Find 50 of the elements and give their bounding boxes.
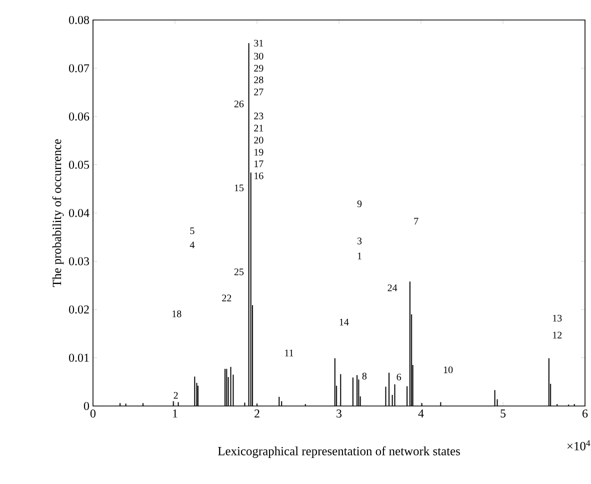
x-axis-title: Lexicographical representation of network states — [218, 446, 460, 458]
annotation: 16 — [254, 172, 264, 180]
annotation: 12 — [553, 332, 562, 338]
annotation: 10 — [444, 366, 453, 374]
annotation: 14 — [340, 318, 349, 326]
annotation: 23 — [254, 112, 264, 120]
annotation: 26 — [234, 100, 244, 108]
annotation: 15 — [234, 184, 244, 192]
annotation: 17 — [254, 160, 264, 168]
y-tick-label: 0.05 — [69, 160, 90, 169]
annotation: 27 — [254, 88, 264, 96]
y-tick-label: 0.01 — [69, 354, 89, 362]
annotation: 30 — [254, 52, 264, 60]
annotation: 31 — [254, 40, 264, 47]
annotation: 22 — [222, 294, 232, 302]
x-tick-label: 4 — [418, 410, 424, 418]
x-tick-label: 6 — [582, 410, 588, 418]
annotation: 8 — [362, 372, 367, 380]
text: ×10$^{4}$ — [567, 440, 590, 450]
x-tick-label: 1 — [173, 410, 178, 418]
x-tick-label: 5 — [500, 410, 506, 418]
annotation: 7 — [414, 218, 418, 224]
y-tick-label: 0.07 — [69, 64, 90, 72]
annotation: 13 — [553, 314, 562, 322]
y-tick-label: 0 — [84, 402, 90, 410]
x-tick-label: 2 — [254, 410, 260, 418]
annotation: 24 — [388, 284, 398, 292]
y-tick-label: 0.08 — [69, 16, 90, 24]
x-tick-label: 0 — [90, 410, 96, 418]
annotation: 5 — [190, 228, 194, 234]
annotation: 28 — [254, 76, 264, 84]
annotation: 29 — [254, 64, 264, 72]
annotation: 25 — [234, 268, 244, 276]
y-axis-title: The probability of occurrence — [52, 139, 64, 287]
y-tick-label: 0.06 — [69, 112, 90, 121]
annotation: 1 — [358, 252, 362, 260]
annotation: 6 — [396, 374, 402, 380]
y-tick-label: 0.03 — [69, 257, 90, 266]
y-tick-label: 0.04 — [69, 208, 90, 218]
annotation: 3 — [357, 238, 362, 244]
annotation: 21 — [254, 124, 264, 132]
x-tick-label: 3 — [336, 410, 342, 418]
annotation: 2 — [174, 392, 178, 399]
annotation: 18 — [172, 310, 182, 318]
annotation: 4 — [190, 242, 195, 248]
annotation: 9 — [357, 200, 362, 208]
annotation: 20 — [254, 136, 264, 144]
annotation: 11 — [285, 350, 294, 356]
y-tick-label: 0.02 — [69, 305, 89, 314]
annotation: 19 — [254, 148, 264, 156]
